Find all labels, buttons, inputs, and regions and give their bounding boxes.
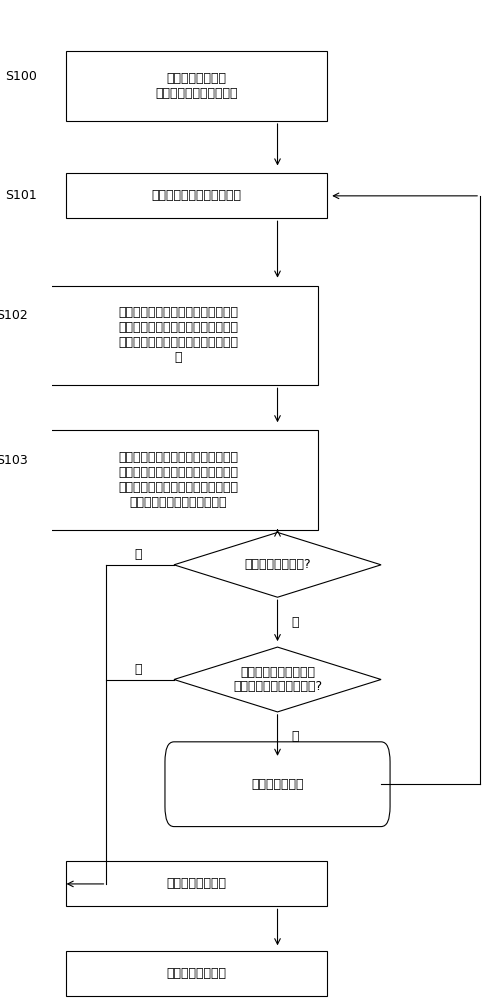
Bar <box>39 430 318 530</box>
Text: S100: S100 <box>5 70 37 83</box>
Bar <box>66 173 327 218</box>
Text: 记录所输入粒子的输运径迹: 记录所输入粒子的输运径迹 <box>152 189 241 202</box>
Text: S101: S101 <box>5 189 37 202</box>
Text: 输出本地模拟结果: 输出本地模拟结果 <box>166 967 226 980</box>
Text: S103: S103 <box>0 454 28 467</box>
Bar <box>66 861 327 906</box>
Polygon shape <box>174 532 381 597</box>
Text: 否: 否 <box>291 730 298 743</box>
Text: S102: S102 <box>0 309 28 322</box>
Text: 所有粒子运行完毕?: 所有粒子运行完毕? <box>244 558 311 571</box>
Text: 下一批粒子输入: 下一批粒子输入 <box>251 778 304 791</box>
Bar <box>39 286 318 385</box>
Bar <box>66 51 327 121</box>
Text: 停止继续输入粒子: 停止继续输入粒子 <box>166 877 226 890</box>
Text: 是: 是 <box>134 663 142 676</box>
Text: 估算入射粒子数、
产生入射粒子并分批输入: 估算入射粒子数、 产生入射粒子并分批输入 <box>155 72 238 100</box>
Polygon shape <box>174 647 381 712</box>
Text: 是: 是 <box>134 548 142 561</box>
Bar <box>66 951 327 996</box>
Text: 基于每批次运行粒子的径迹计算每个
栅元的不确定度，若栅元的不确定度
不超过栅元阈值，则该栅元为达标栅
元: 基于每批次运行粒子的径迹计算每个 栅元的不确定度，若栅元的不确定度 不超过栅元阈… <box>118 306 238 364</box>
Text: 各感兴趣区域的达标率
都未超过感兴趣区域阈值?: 各感兴趣区域的达标率 都未超过感兴趣区域阈值? <box>233 666 322 694</box>
Text: 否: 否 <box>291 616 298 629</box>
Text: 获取感兴趣区域中栅元的达标率，所
述感兴趣区域至少包括一个栅元，所
述感兴趣区域的达标率为该区域达标
栅元占该区域所有栅元的比例: 获取感兴趣区域中栅元的达标率，所 述感兴趣区域至少包括一个栅元，所 述感兴趣区域… <box>118 451 238 509</box>
FancyBboxPatch shape <box>165 742 390 827</box>
